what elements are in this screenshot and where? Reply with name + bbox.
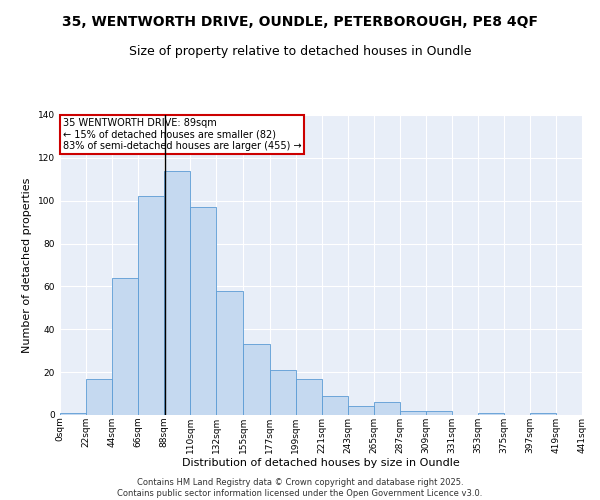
Bar [60,413,86,415]
Text: 35 WENTWORTH DRIVE: 89sqm
← 15% of detached houses are smaller (82)
83% of semi-: 35 WENTWORTH DRIVE: 89sqm ← 15% of detac… [62,118,301,151]
Bar [244,344,269,415]
Bar [347,406,374,415]
Bar [190,207,216,415]
Bar [164,170,190,415]
Bar [530,413,556,415]
Bar [86,378,112,415]
Text: Size of property relative to detached houses in Oundle: Size of property relative to detached ho… [129,45,471,58]
Bar [426,410,452,415]
Bar [478,413,504,415]
Text: Contains HM Land Registry data © Crown copyright and database right 2025.
Contai: Contains HM Land Registry data © Crown c… [118,478,482,498]
Bar [296,378,322,415]
Bar [112,278,138,415]
Text: 35, WENTWORTH DRIVE, OUNDLE, PETERBOROUGH, PE8 4QF: 35, WENTWORTH DRIVE, OUNDLE, PETERBOROUG… [62,15,538,29]
Bar [374,402,400,415]
Y-axis label: Number of detached properties: Number of detached properties [22,178,32,352]
X-axis label: Distribution of detached houses by size in Oundle: Distribution of detached houses by size … [182,458,460,468]
Bar [216,290,244,415]
Bar [269,370,296,415]
Bar [322,396,347,415]
Bar [400,410,426,415]
Bar [138,196,164,415]
